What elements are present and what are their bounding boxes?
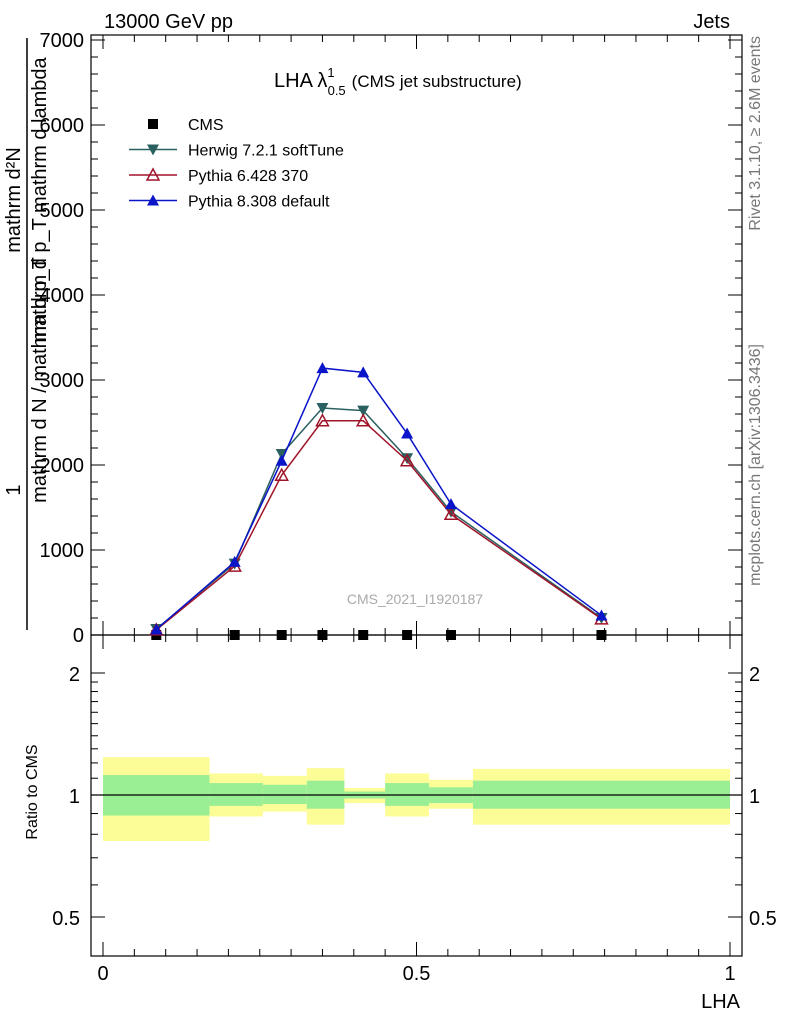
ratio-axis-ticks: 0.5 0.5 1 1 2 2 0 0.5 1 — [52, 635, 777, 985]
series-group — [149, 362, 609, 640]
data-point — [596, 630, 607, 640]
data-point — [357, 366, 370, 378]
legend-label: Pythia 8.308 default — [188, 194, 330, 211]
ylabel-left-denominator: mathrm d N / mathrm d p_T — [29, 257, 51, 503]
x-tick-label: 0 — [97, 963, 108, 985]
data-point — [443, 506, 459, 521]
watermark: CMS_2021_I1920187 — [347, 591, 483, 607]
ylabel-left-one: 1 — [3, 484, 25, 495]
main-axis-ticks: 0 1000 2000 3000 4000 5000 6000 7000 — [40, 30, 742, 647]
data-point — [401, 453, 414, 465]
green-band — [262, 784, 307, 805]
data-point — [595, 609, 608, 621]
title-main: LHA λ — [274, 70, 327, 92]
y-tick-label: 4000 — [40, 285, 85, 307]
y-tick-label: 1000 — [40, 540, 85, 562]
data-point — [150, 623, 163, 635]
x-tick-label: 0.5 — [403, 963, 431, 985]
legend: CMS Herwig 7.2.1 softTune Pythia 6.428 370… — [129, 117, 344, 211]
data-point — [445, 630, 456, 640]
data-point — [274, 467, 289, 481]
y-tick-label: 3000 — [40, 370, 85, 392]
ratio-bands — [91, 757, 742, 842]
chart-title: LHA λ1 0.5 (CMS jet substructure) — [274, 65, 522, 98]
data-point — [358, 630, 369, 640]
header-jets: Jets — [693, 11, 730, 33]
title-sub: 0.5 — [328, 83, 346, 98]
ratio-y-tick-label-right: 1 — [749, 786, 760, 808]
data-point — [229, 630, 240, 640]
ratio-y-tick-label: 0.5 — [52, 908, 80, 930]
legend-label: Herwig 7.2.1 softTune — [188, 143, 344, 160]
mcplots-label: mcplots.cern.ch [arXiv:1306.3436] — [747, 344, 764, 586]
data-point — [401, 427, 414, 439]
legend-marker — [147, 194, 159, 206]
data-point — [316, 403, 329, 415]
data-point — [317, 630, 328, 640]
legend-marker — [145, 167, 161, 181]
title-sup: 1 — [327, 65, 334, 80]
legend-marker — [147, 144, 159, 156]
legend-label: Pythia 6.428 370 — [188, 168, 308, 185]
data-point — [355, 413, 371, 427]
data-point — [357, 405, 370, 417]
series-3 — [150, 362, 608, 635]
y-tick-label: 5000 — [40, 200, 85, 222]
rivet-label: Rivet 3.1.10, ≥ 2.6M events — [747, 36, 764, 231]
ratio-y-tick-label-right: 0.5 — [749, 908, 777, 930]
main-ylabel: mathrm d²N mathrm d p_T mathrm d lambda … — [3, 38, 51, 630]
legend-marker — [148, 119, 158, 129]
data-point — [444, 498, 457, 510]
xlabel: LHA — [701, 991, 741, 1013]
data-point — [276, 630, 287, 640]
title-suffix: (CMS jet substructure) — [352, 72, 522, 91]
ratio-ylabel: Ratio to CMS — [24, 744, 41, 839]
legend-label: CMS — [188, 117, 224, 134]
data-point — [315, 413, 330, 427]
ylabel-denominator: mathrm d p_T mathrm d lambda — [29, 56, 51, 342]
header-energy: 13000 GeV pp — [104, 11, 233, 33]
ylabel-numerator: mathrm d²N — [3, 147, 25, 253]
data-point — [399, 453, 415, 467]
y-tick-label: 0 — [73, 625, 84, 647]
ratio-y-tick-label: 2 — [69, 664, 80, 686]
y-tick-label: 7000 — [40, 30, 85, 52]
ratio-y-tick-label: 1 — [69, 786, 80, 808]
y-tick-label: 6000 — [40, 115, 85, 137]
data-point — [275, 454, 288, 466]
ratio-y-tick-label-right: 2 — [749, 664, 760, 686]
data-point — [316, 362, 329, 374]
data-point — [275, 448, 288, 460]
series-line — [155, 367, 602, 631]
y-tick-label: 2000 — [40, 455, 85, 477]
data-point — [228, 555, 241, 567]
series-line — [155, 420, 602, 631]
x-tick-label: 1 — [724, 963, 735, 985]
data-point — [402, 630, 413, 640]
